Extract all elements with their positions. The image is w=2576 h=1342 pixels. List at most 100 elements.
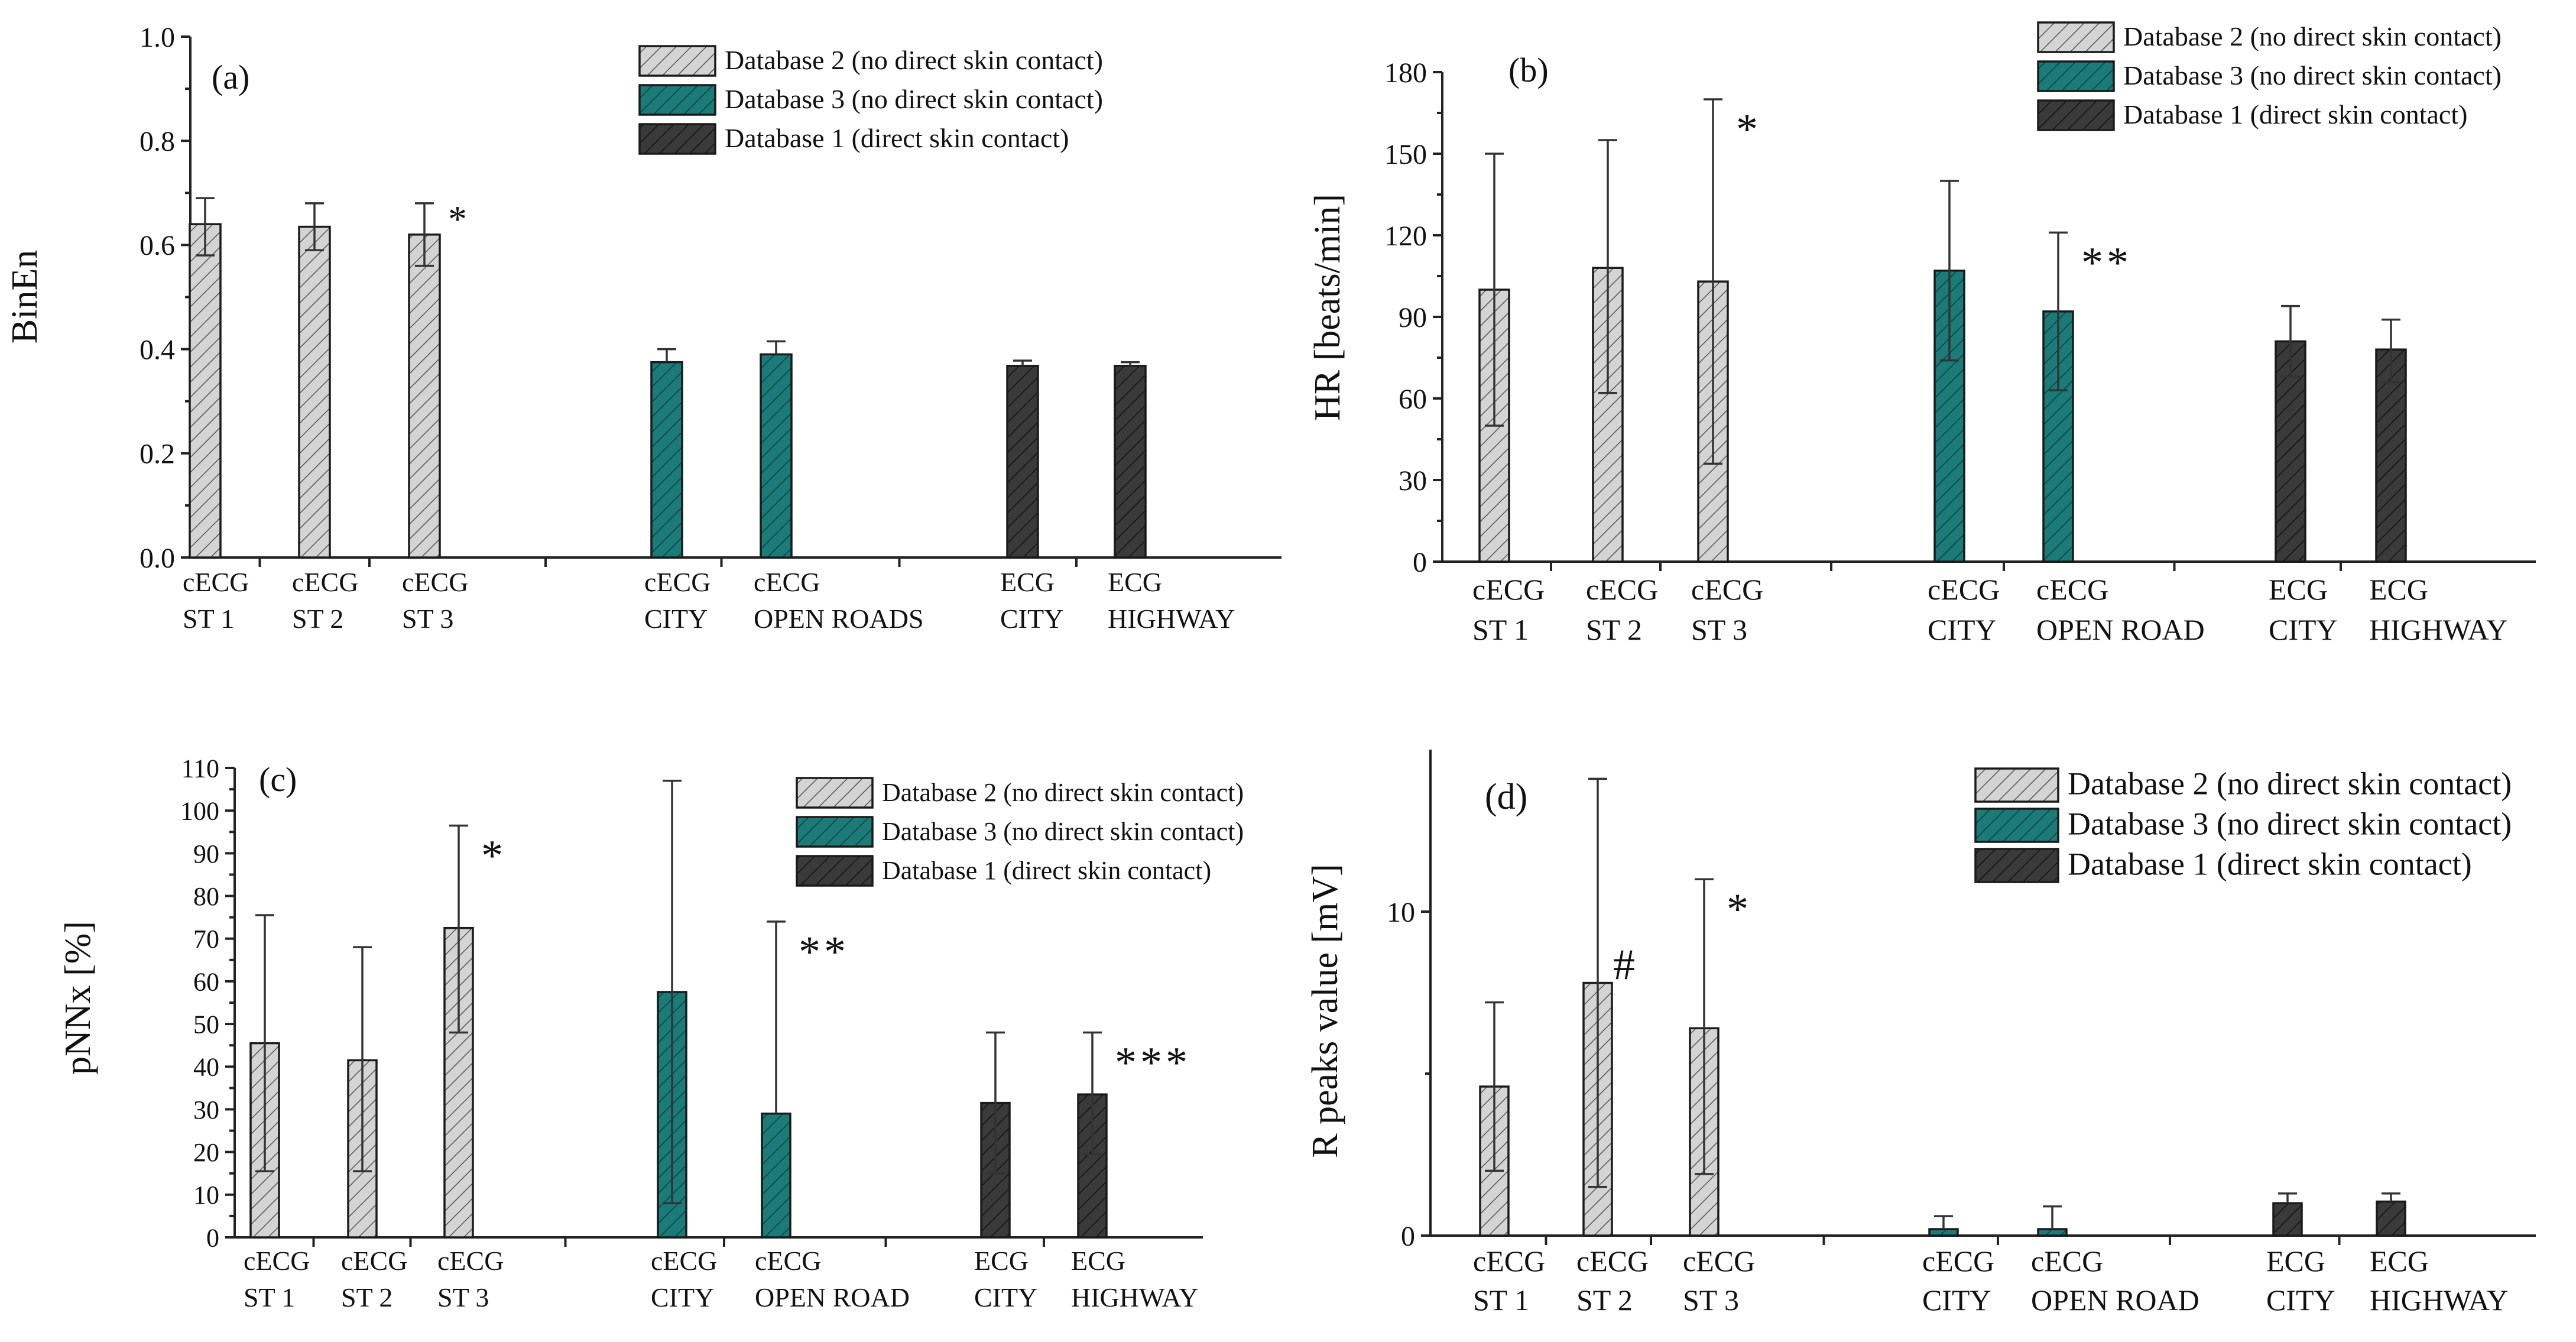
- category-label-line1: cECG: [754, 567, 820, 597]
- category-label-line1: cECG: [1472, 573, 1545, 606]
- category-label-line2: OPEN ROAD: [755, 1282, 910, 1312]
- category-label-line2: CITY: [1928, 613, 1997, 646]
- panel-label: (c): [259, 760, 297, 799]
- legend-swatch-database2: [1974, 767, 2059, 803]
- legend: Database 2 (no direct skin contact) Datab…: [1974, 766, 2512, 883]
- y-tick-label: 10: [193, 1181, 219, 1210]
- category-label-line1: cECG: [651, 1246, 717, 1276]
- category-label-line1: cECG: [244, 1246, 310, 1276]
- category-label-line1: cECG: [2031, 1244, 2103, 1278]
- y-tick-label: 0.6: [139, 230, 175, 261]
- bar-database1: [1114, 365, 1147, 559]
- y-tick-label: 180: [1384, 57, 1427, 89]
- legend-swatch-database3: [638, 84, 716, 116]
- bar-database1: [2376, 1200, 2406, 1237]
- category-label-line2: HIGHWAY: [1108, 604, 1235, 634]
- y-tick-label: 30: [193, 1095, 219, 1124]
- bar-database1: [2375, 348, 2407, 563]
- bar-database1: [2272, 1202, 2303, 1237]
- significance-annotation: *: [1736, 106, 1761, 154]
- y-tick-label: 90: [1399, 302, 1427, 333]
- y-tick-label: 0.2: [139, 439, 175, 470]
- category-label-line2: CITY: [974, 1282, 1037, 1312]
- legend-label-database3: Database 3 (no direct skin contact): [882, 817, 1244, 846]
- panel-label: (b): [1508, 51, 1549, 89]
- y-tick-label: 50: [193, 1010, 219, 1039]
- category-label-line1: ECG: [974, 1246, 1029, 1276]
- category-label-line1: cECG: [644, 567, 710, 597]
- category-label-line1: ECG: [2266, 1244, 2325, 1278]
- y-tick-label: 0: [1401, 1221, 1415, 1252]
- category-label-line2: CITY: [2266, 1283, 2335, 1317]
- y-tick-label: 1.0: [139, 22, 175, 53]
- legend-label-database2: Database 2 (no direct skin contact): [882, 778, 1244, 807]
- legend-swatch-database1: [1974, 848, 2059, 883]
- category-label-line1: cECG: [1473, 1244, 1545, 1278]
- legend-swatch-database2: [2037, 21, 2115, 53]
- category-label-line1: cECG: [402, 567, 468, 597]
- legend-label-database2: Database 2 (no direct skin contact): [2123, 21, 2502, 51]
- panel-3: 0 10 R peaks value [mV] (d) cECG ST 1 # cECG ST …: [1305, 750, 2536, 1317]
- category-label-line1: cECG: [292, 567, 358, 597]
- legend-swatch-database2: [638, 45, 716, 77]
- category-label-line2: HIGHWAY: [2369, 613, 2507, 646]
- significance-annotation: *: [1727, 886, 1752, 934]
- category-label-line1: cECG: [1576, 1244, 1649, 1278]
- category-label-line1: cECG: [2036, 573, 2108, 606]
- legend-label-database1: Database 1 (direct skin contact): [882, 856, 1211, 885]
- y-tick-label: 0.8: [139, 126, 175, 157]
- legend-label-database3: Database 3 (no direct skin contact): [725, 84, 1103, 114]
- category-label-line1: ECG: [1108, 567, 1162, 597]
- legend-label-database3: Database 3 (no direct skin contact): [2068, 806, 2512, 842]
- significance-annotation: *: [448, 198, 471, 240]
- y-tick-label: 80: [193, 882, 219, 911]
- bar-database3: [761, 1112, 791, 1239]
- category-label-line2: ST 3: [402, 604, 453, 634]
- legend-label-database1: Database 1 (direct skin contact): [2123, 99, 2467, 129]
- category-label-line2: OPEN ROAD: [2036, 613, 2205, 646]
- category-label-line1: ECG: [1071, 1246, 1125, 1276]
- bar-database3: [1928, 1228, 1959, 1237]
- legend: Database 2 (no direct skin contact) Datab…: [638, 45, 1103, 155]
- y-tick-label: 20: [193, 1138, 219, 1167]
- category-label-line2: ST 2: [292, 604, 343, 634]
- legend: Database 2 (no direct skin contact) Datab…: [2037, 21, 2502, 131]
- bar-database2: [189, 223, 222, 559]
- category-label-line1: cECG: [1922, 1244, 1994, 1278]
- category-label-line1: cECG: [341, 1246, 407, 1276]
- legend-label-database1: Database 1 (direct skin contact): [725, 123, 1069, 153]
- y-tick-label: 40: [193, 1053, 219, 1082]
- y-tick-label: 60: [1399, 384, 1427, 415]
- category-label-line1: ECG: [2370, 1244, 2429, 1278]
- category-label-line2: ST 3: [1691, 613, 1747, 646]
- category-label-line2: CITY: [2269, 613, 2338, 646]
- y-axis-label: pNNx [%]: [58, 921, 98, 1075]
- panel-2: 0 10 20 30 40 50 60 70 80 90 100 110 pNNx [%] (c) cECG…: [58, 754, 1244, 1312]
- legend-swatch-database1: [796, 855, 874, 887]
- y-tick-label: 110: [181, 754, 219, 783]
- significance-annotation: *: [481, 832, 507, 880]
- legend-label-database2: Database 2 (no direct skin contact): [725, 45, 1103, 75]
- y-tick-label: 0.0: [139, 543, 175, 574]
- category-label-line1: cECG: [1691, 573, 1763, 606]
- y-axis-label: BinEn: [5, 250, 45, 343]
- legend-swatch-database1: [638, 123, 716, 155]
- y-tick-label: 120: [1384, 221, 1427, 252]
- category-label-line1: cECG: [1683, 1244, 1755, 1278]
- legend: Database 2 (no direct skin contact) Datab…: [796, 777, 1244, 887]
- category-label-line2: ST 1: [1472, 613, 1529, 646]
- bar-database3: [650, 361, 683, 559]
- category-label-line1: cECG: [755, 1246, 821, 1276]
- category-label-line2: ST 2: [1576, 1283, 1633, 1317]
- legend-label-database1: Database 1 (direct skin contact): [2068, 847, 2472, 882]
- significance-annotation: **: [2081, 239, 2132, 287]
- bar-database2: [298, 225, 331, 559]
- bar-database3: [760, 353, 793, 559]
- y-tick-label: 0.4: [139, 334, 175, 365]
- category-label-line2: ST 2: [1586, 613, 1642, 646]
- category-label-line2: HIGHWAY: [1071, 1282, 1199, 1312]
- y-tick-label: 30: [1399, 465, 1427, 497]
- bar-database3: [2037, 1228, 2068, 1237]
- category-label-line2: ST 1: [244, 1282, 295, 1312]
- legend-swatch-database1: [2037, 99, 2115, 131]
